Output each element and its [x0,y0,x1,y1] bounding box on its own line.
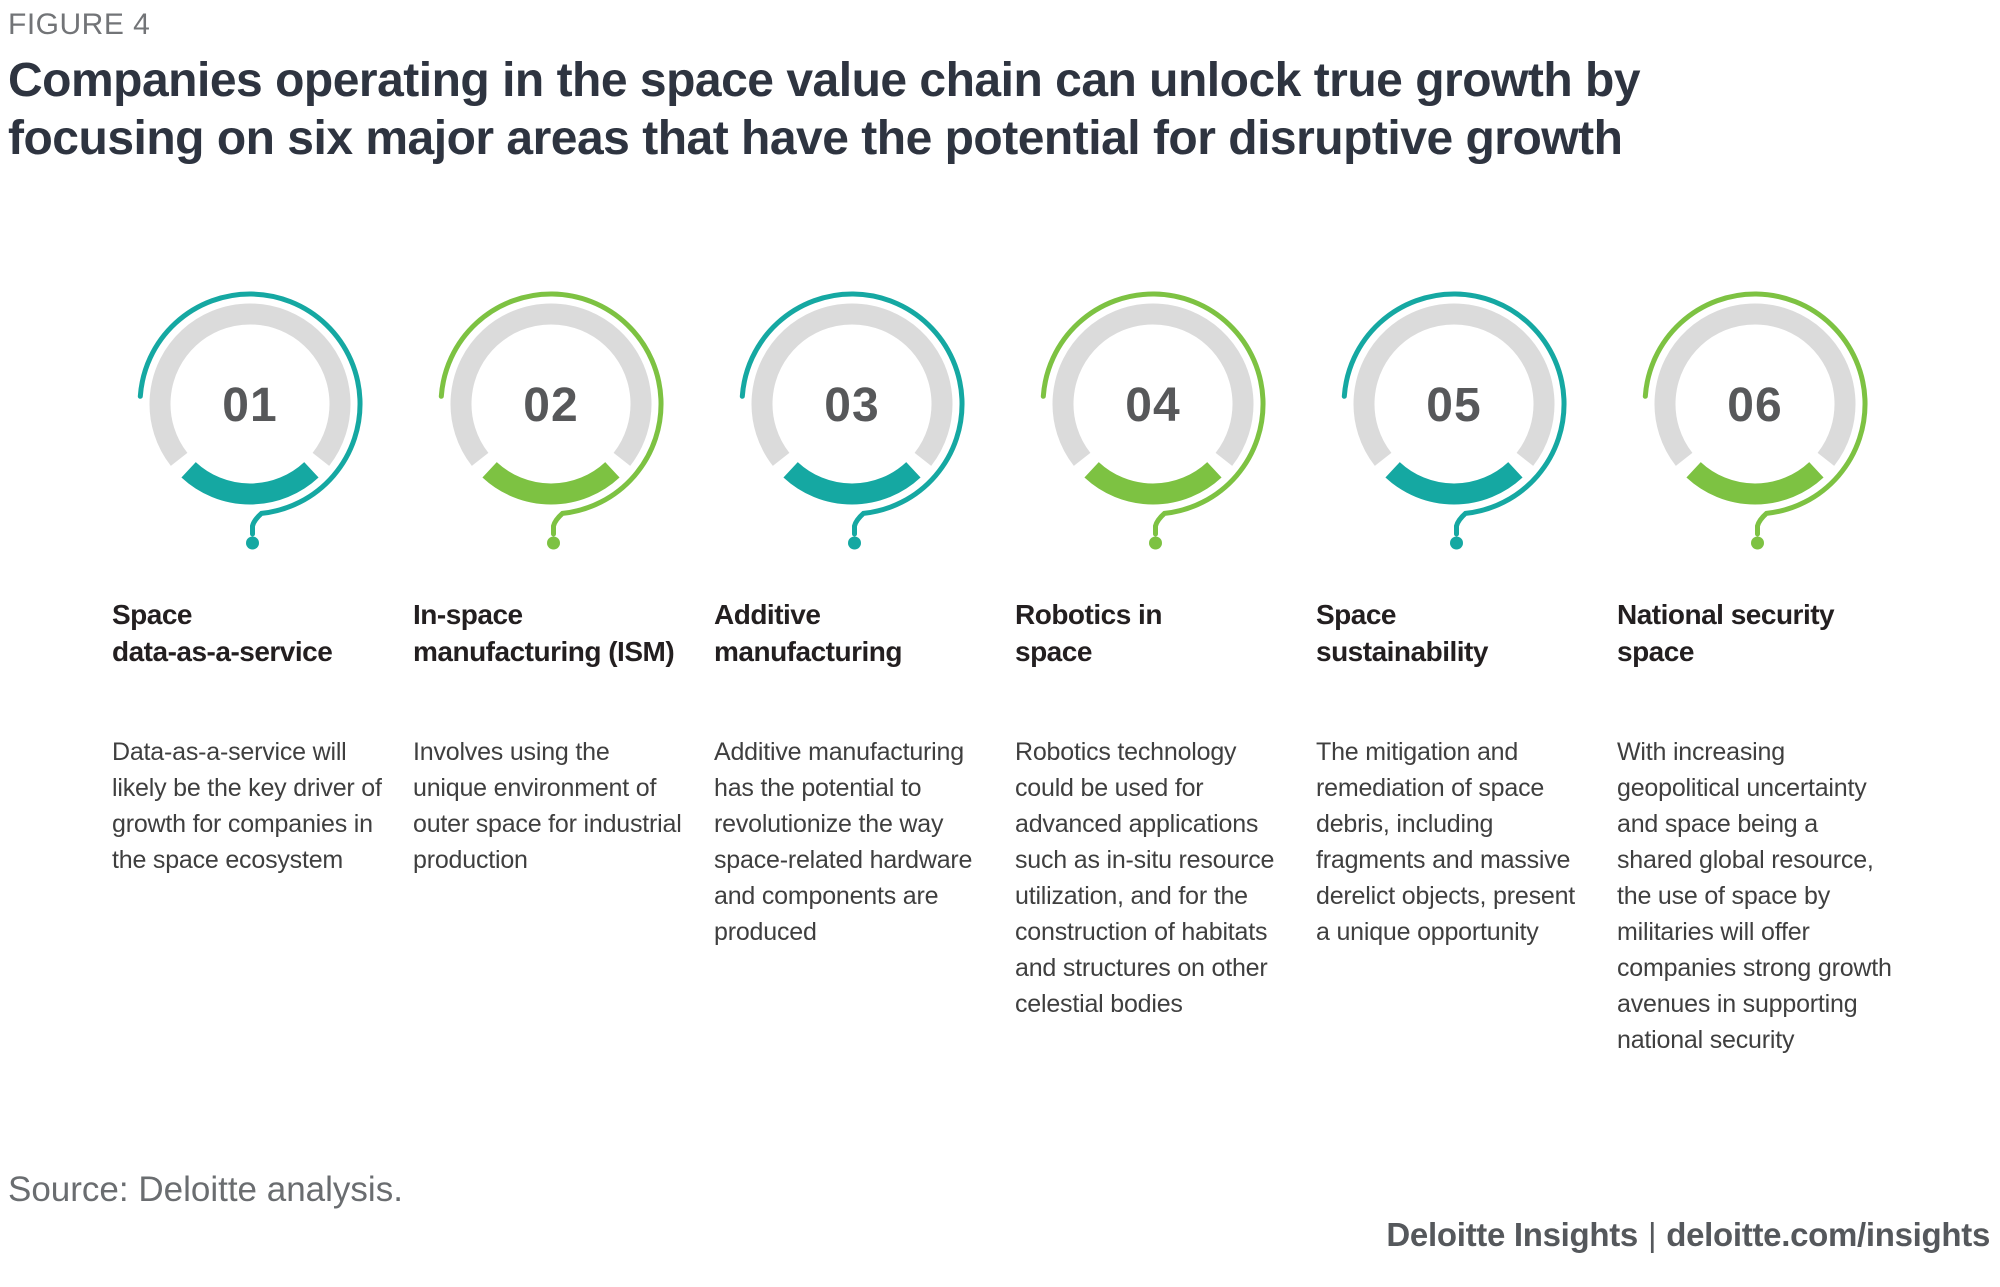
accent-bottom-arc [180,461,319,505]
gray-ring-arc [1052,303,1253,466]
step-description: Robotics technology could be used for ad… [1015,738,1275,1018]
outer-thin-arc [1341,291,1567,537]
step-description: With increasing geopolitical uncertainty… [1617,738,1892,1054]
gray-ring-arc [751,303,952,466]
step-description: Data-as-a-service will likely be the key… [112,738,382,874]
step-number: 05 [1426,379,1481,432]
connector-dot [245,536,259,550]
step-heading: Space data-as-a-service [112,599,333,667]
outer-thin-arc [137,291,363,537]
step-heading: National security space [1617,599,1835,667]
accent-bottom-arc [481,461,620,505]
gray-ring-arc [1353,303,1554,466]
gray-ring-arc [149,303,350,466]
outer-thin-arc [1040,291,1266,537]
steps-grid: 01 Space data-as-a-service Data-as-a-ser… [112,288,1892,1058]
step-5-circle-badge: 05 [1341,291,1567,550]
step-heading: Space sustainability [1316,599,1488,667]
source-note: Source: Deloitte analysis. [8,1170,403,1209]
step-column-5: 05 Space sustainability The mitigation a… [1316,288,1591,1058]
step-column-3: 03 Additive manufacturing Additive manuf… [714,288,989,1058]
outer-thin-arc [739,291,965,537]
step-column-1: 01 Space data-as-a-service Data-as-a-ser… [112,288,387,1058]
accent-bottom-arc [1384,461,1523,505]
step-number: 03 [824,379,879,432]
gray-ring-arc [1654,303,1855,466]
step-4-circle-badge: 04 [1040,291,1266,550]
page-title: Companies operating in the space value c… [8,54,1641,165]
step-heading: In-space manufacturing (ISM) [413,599,675,667]
outer-thin-arc [1642,291,1868,537]
figure-label: FIGURE 4 [8,8,151,41]
connector-dot [847,536,861,550]
step-description: Involves using the unique environment of… [413,738,682,874]
step-column-2: 02 In-space manufacturing (ISM) Involves… [413,288,688,1058]
connector-dot [1449,536,1463,550]
connector-dot [1750,536,1764,550]
step-1-circle-badge: 01 [137,291,363,550]
footer-brand: Deloitte Insights [1386,1216,1638,1253]
step-6-circle-badge: 06 [1642,291,1868,550]
accent-bottom-arc [1083,461,1222,505]
step-column-4: 04 Robotics in space Robotics technology… [1015,288,1290,1058]
step-3-circle-badge: 03 [739,291,965,550]
step-number: 01 [222,379,277,432]
step-number: 04 [1125,379,1180,432]
gray-ring-arc [450,303,651,466]
step-number: 06 [1727,379,1782,432]
step-column-6: 06 National security space With increasi… [1617,288,1892,1058]
accent-bottom-arc [782,461,921,505]
outer-thin-arc [438,291,664,537]
footer-url: deloitte.com/insights [1666,1216,1990,1253]
step-heading: Additive manufacturing [714,599,902,667]
connector-dot [546,536,560,550]
footer-branding: Deloitte Insights | deloitte.com/insights [1386,1216,1990,1254]
connector-dot [1148,536,1162,550]
accent-bottom-arc [1685,461,1824,505]
footer-separator: | [1647,1216,1657,1253]
step-number: 02 [523,379,578,432]
step-heading: Robotics in space [1015,599,1162,667]
step-description: The mitigation and remediation of space … [1316,738,1576,946]
step-description: Additive manufacturing has the potential… [714,738,973,946]
step-2-circle-badge: 02 [438,291,664,550]
